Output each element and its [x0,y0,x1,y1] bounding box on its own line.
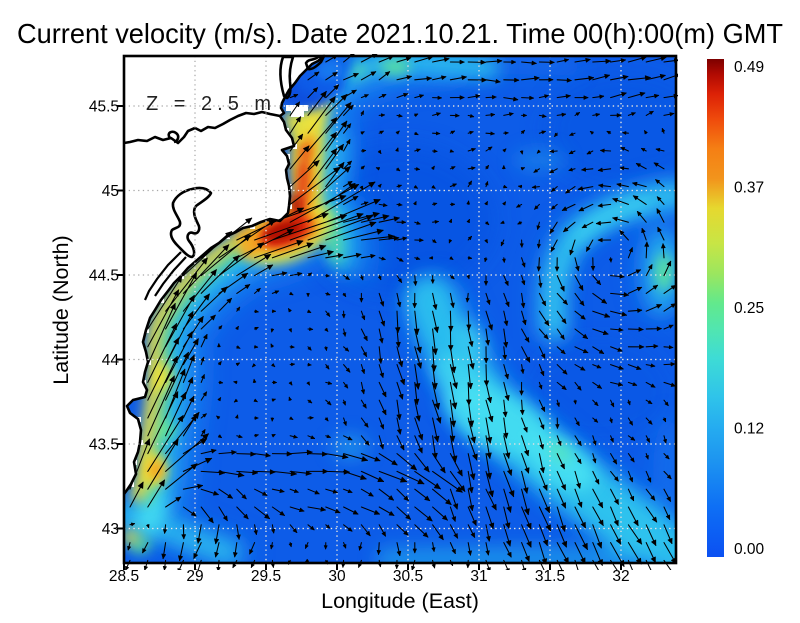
svg-text:45: 45 [102,183,119,200]
svg-text:Latitude (North): Latitude (North) [49,235,73,384]
svg-text:0.37: 0.37 [734,180,764,197]
svg-text:0.25: 0.25 [734,300,764,317]
svg-text:Z = 2.5 m: Z = 2.5 m [146,93,276,115]
svg-text:43.5: 43.5 [89,437,119,454]
svg-text:44.5: 44.5 [89,268,119,285]
svg-text:30: 30 [328,568,346,585]
svg-text:45.5: 45.5 [89,99,119,116]
svg-text:29: 29 [186,568,203,585]
svg-text:29.5: 29.5 [251,568,281,585]
svg-text:0.00: 0.00 [734,541,765,558]
svg-text:Current velocity (m/s). Date 2: Current velocity (m/s). Date 2021.10.21.… [17,18,783,49]
svg-text:43: 43 [102,521,119,538]
svg-text:Longitude (East): Longitude (East) [321,589,479,613]
svg-text:28.5: 28.5 [109,568,139,585]
svg-text:32: 32 [612,568,629,585]
svg-text:0.49: 0.49 [734,59,764,76]
svg-text:0.12: 0.12 [734,421,764,438]
svg-text:44: 44 [102,352,120,369]
svg-text:30.5: 30.5 [393,568,423,585]
svg-text:31.5: 31.5 [535,568,565,585]
svg-text:31: 31 [470,568,487,585]
